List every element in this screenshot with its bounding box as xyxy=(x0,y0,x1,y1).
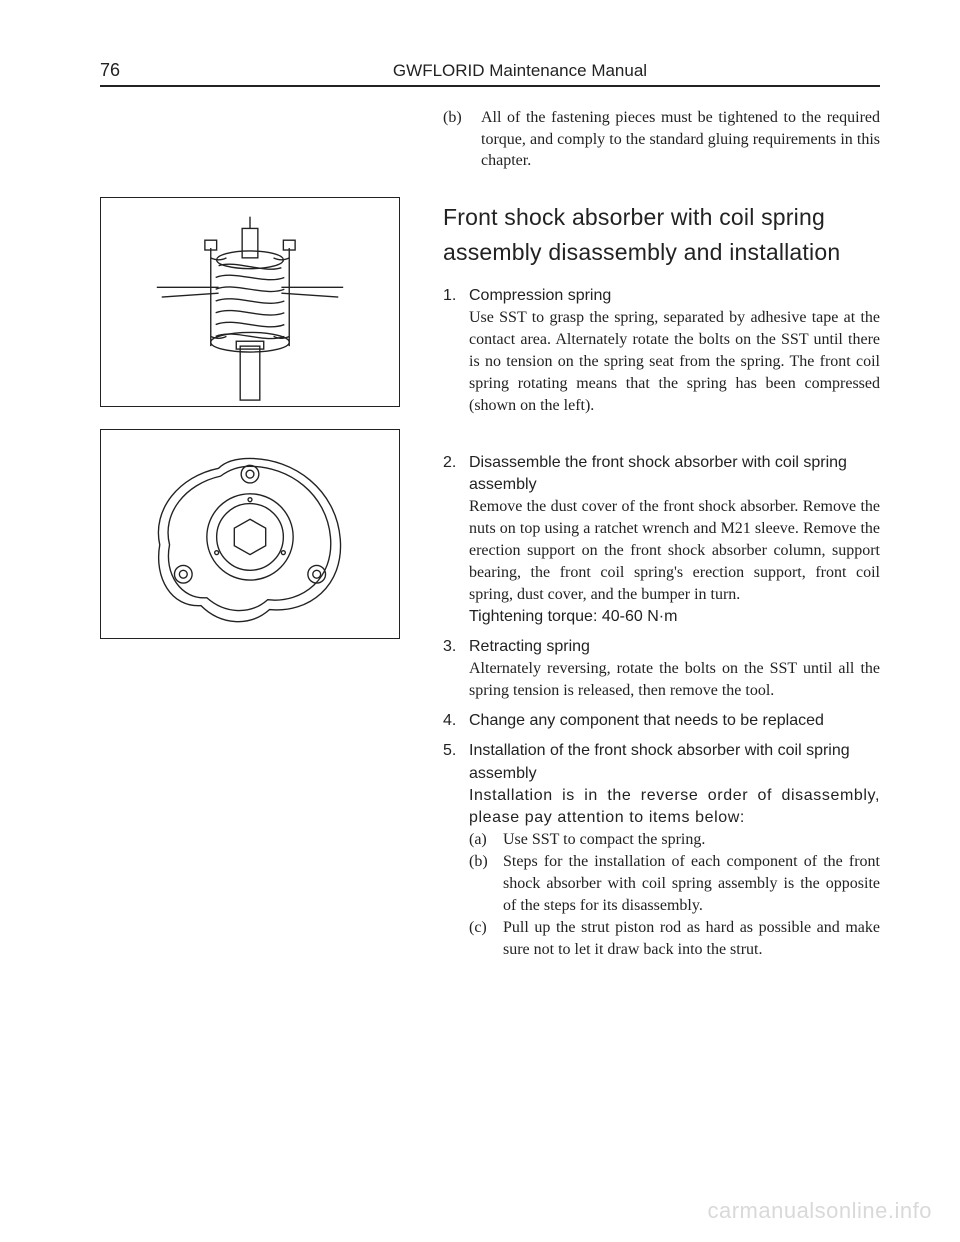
sub-a: (a) Use SST to compact the spring. xyxy=(443,829,880,851)
step-num: 5. xyxy=(443,740,469,784)
watermark: carmanualsonline.info xyxy=(707,1198,932,1224)
step-num: 4. xyxy=(443,710,469,732)
content-row: (b) All of the fastening pieces must be … xyxy=(100,107,880,969)
step-body-sans: Installation is in the reverse order of … xyxy=(443,785,880,829)
steps-list: 1. Compression spring Use SST to grasp t… xyxy=(443,285,880,961)
step-label: Change any component that needs to be re… xyxy=(469,710,880,732)
torque-spec: Tightening torque: 40-60 N·m xyxy=(443,606,880,628)
step-label: Retracting spring xyxy=(469,636,880,658)
figure-top-mount xyxy=(100,429,400,639)
header-title: GWFLORID Maintenance Manual xyxy=(160,61,880,81)
step-body: Use SST to grasp the spring, separated b… xyxy=(443,307,880,417)
step-5: 5. Installation of the front shock absor… xyxy=(443,740,880,961)
spacer xyxy=(100,107,415,197)
intro-sub-text: All of the fastening pieces must be tigh… xyxy=(481,107,880,172)
step-1: 1. Compression spring Use SST to grasp t… xyxy=(443,285,880,417)
page-header: 76 GWFLORID Maintenance Manual xyxy=(100,60,880,87)
step-body: Remove the dust cover of the front shock… xyxy=(443,496,880,606)
manual-page: 76 GWFLORID Maintenance Manual xyxy=(0,0,960,1242)
step-body: Alternately reversing, rotate the bolts … xyxy=(443,658,880,702)
sub-text: Pull up the strut piston rod as hard as … xyxy=(503,917,880,961)
top-mount-illustration xyxy=(102,431,398,637)
list-marker: (c) xyxy=(469,917,503,961)
figure-compression-spring xyxy=(100,197,400,407)
intro-sub-b: (b) All of the fastening pieces must be … xyxy=(443,107,880,172)
step-4: 4. Change any component that needs to be… xyxy=(443,710,880,732)
step-label: Compression spring xyxy=(469,285,880,307)
sub-text: Use SST to compact the spring. xyxy=(503,829,880,851)
step-num: 1. xyxy=(443,285,469,307)
list-marker: (b) xyxy=(469,851,503,917)
spring-sst-illustration xyxy=(102,199,398,405)
page-number: 76 xyxy=(100,60,160,81)
sub-c: (c) Pull up the strut piston rod as hard… xyxy=(443,917,880,961)
sub-b: (b) Steps for the installation of each c… xyxy=(443,851,880,917)
list-marker: (a) xyxy=(469,829,503,851)
step-label: Disassemble the front shock absorber wit… xyxy=(469,452,880,496)
step-2: 2. Disassemble the front shock absorber … xyxy=(443,452,880,629)
sub-text: Steps for the installation of each compo… xyxy=(503,851,880,917)
step-3: 3. Retracting spring Alternately reversi… xyxy=(443,636,880,702)
step-label: Installation of the front shock absorber… xyxy=(469,740,880,784)
list-marker: (b) xyxy=(443,107,481,172)
section-heading: Front shock absorber with coil spring as… xyxy=(443,200,880,271)
figures-column xyxy=(100,107,415,969)
step-num: 2. xyxy=(443,452,469,496)
step-num: 3. xyxy=(443,636,469,658)
text-column: (b) All of the fastening pieces must be … xyxy=(415,107,880,969)
